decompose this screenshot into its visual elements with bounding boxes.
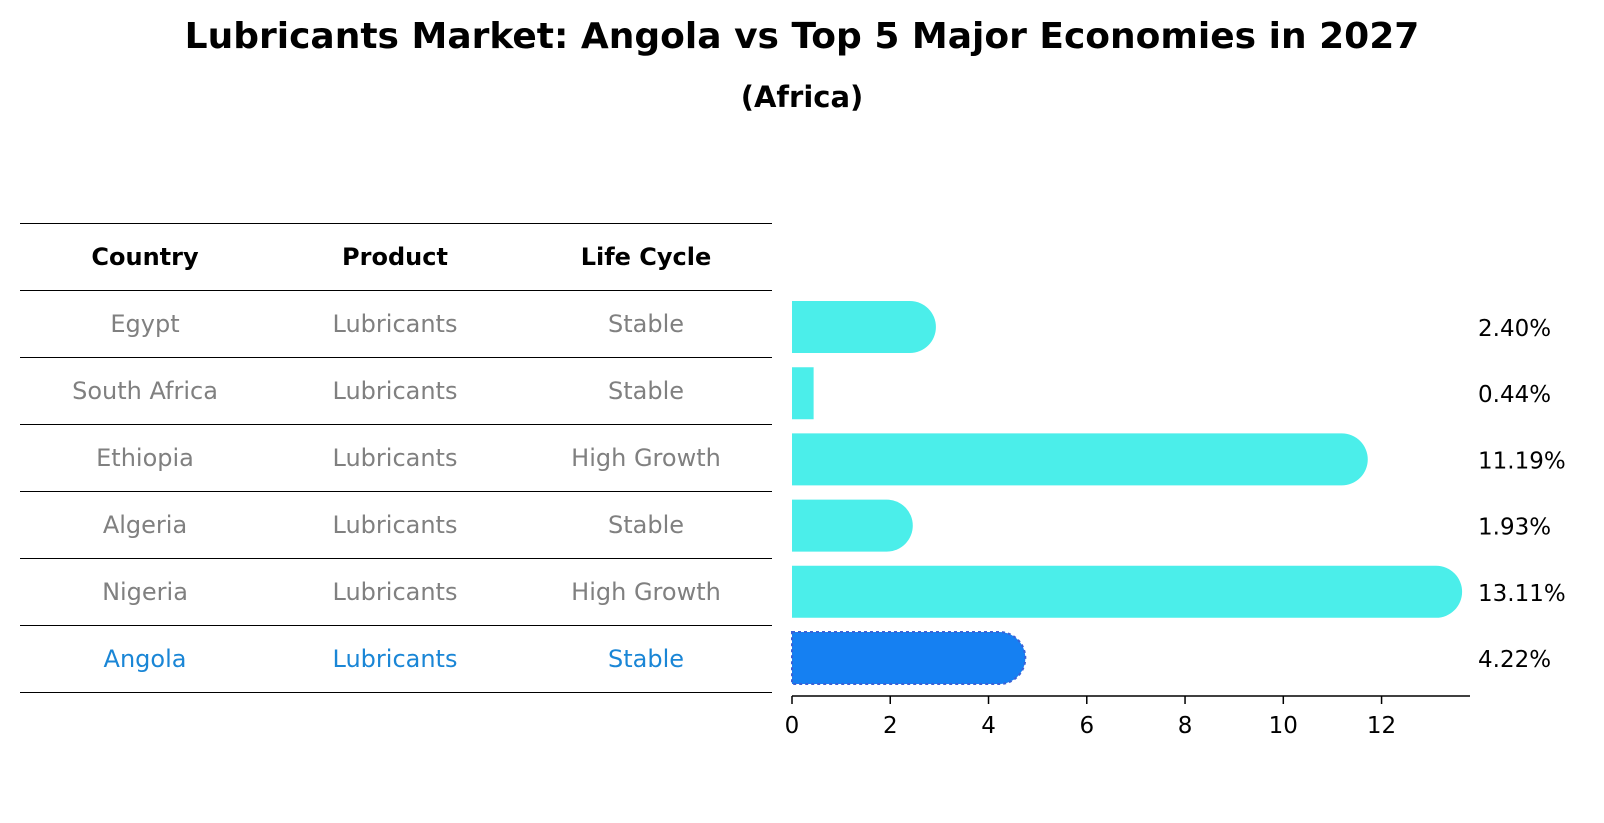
table-row: Algeria Lubricants Stable bbox=[20, 491, 772, 558]
cell-life-cycle: Stable bbox=[607, 377, 685, 405]
cell-product: Lubricants bbox=[332, 511, 458, 539]
value-label-egypt: 2.40% bbox=[1478, 316, 1551, 342]
header-country: Country bbox=[91, 243, 199, 271]
table-row: South Africa Lubricants Stable bbox=[20, 357, 772, 424]
bar-algeria bbox=[792, 499, 913, 552]
bar-ethiopia bbox=[792, 433, 1368, 486]
table-row: Nigeria Lubricants High Growth bbox=[20, 558, 772, 625]
cell-life-cycle: Stable bbox=[607, 310, 685, 338]
chart-subtitle: (Africa) bbox=[740, 80, 864, 114]
bar-nigeria bbox=[792, 565, 1463, 618]
market-table: Country Product Life Cycle Egypt Lubrica… bbox=[20, 223, 772, 693]
cell-country: South Africa bbox=[72, 377, 218, 405]
cell-country: Ethiopia bbox=[96, 444, 194, 472]
table-row: Egypt Lubricants Stable bbox=[20, 290, 772, 357]
x-tick-label: 12 bbox=[1367, 713, 1396, 739]
value-label-ethiopia: 11.19% bbox=[1478, 448, 1566, 474]
x-tick-label: 10 bbox=[1269, 713, 1298, 739]
x-tick-label: 2 bbox=[883, 713, 898, 739]
cell-product: Lubricants bbox=[332, 645, 458, 673]
value-label-south-africa: 0.44% bbox=[1478, 382, 1551, 408]
cell-life-cycle: Stable bbox=[607, 511, 685, 539]
cell-country: Nigeria bbox=[102, 578, 188, 606]
cell-product: Lubricants bbox=[332, 310, 458, 338]
cell-life-cycle: High Growth bbox=[571, 444, 721, 472]
bar-angola bbox=[791, 631, 1027, 685]
cell-life-cycle: High Growth bbox=[571, 578, 721, 606]
cell-country: Angola bbox=[103, 645, 187, 673]
bar-south-africa bbox=[792, 367, 814, 420]
table-header-row: Country Product Life Cycle bbox=[20, 223, 772, 290]
table-row-highlight: Angola Lubricants Stable bbox=[20, 625, 772, 693]
x-tick-label: 4 bbox=[981, 713, 996, 739]
header-product: Product bbox=[342, 243, 448, 271]
bar-egypt bbox=[792, 301, 936, 353]
cell-country: Egypt bbox=[110, 310, 180, 338]
cell-country: Algeria bbox=[102, 511, 188, 539]
x-tick-label: 8 bbox=[1178, 713, 1193, 739]
value-label-nigeria: 13.11% bbox=[1478, 581, 1566, 607]
cell-product: Lubricants bbox=[332, 377, 458, 405]
cell-product: Lubricants bbox=[332, 444, 458, 472]
cell-product: Lubricants bbox=[332, 578, 458, 606]
x-tick-label: 0 bbox=[785, 713, 800, 739]
value-label-algeria: 1.93% bbox=[1478, 515, 1551, 541]
header-life-cycle: Life Cycle bbox=[580, 243, 712, 271]
table-row: Ethiopia Lubricants High Growth bbox=[20, 424, 772, 491]
value-label-angola: 4.22% bbox=[1478, 647, 1551, 673]
chart-title: Lubricants Market: Angola vs Top 5 Major… bbox=[184, 16, 1420, 57]
x-tick-label: 6 bbox=[1079, 713, 1094, 739]
cell-life-cycle: Stable bbox=[607, 645, 685, 673]
